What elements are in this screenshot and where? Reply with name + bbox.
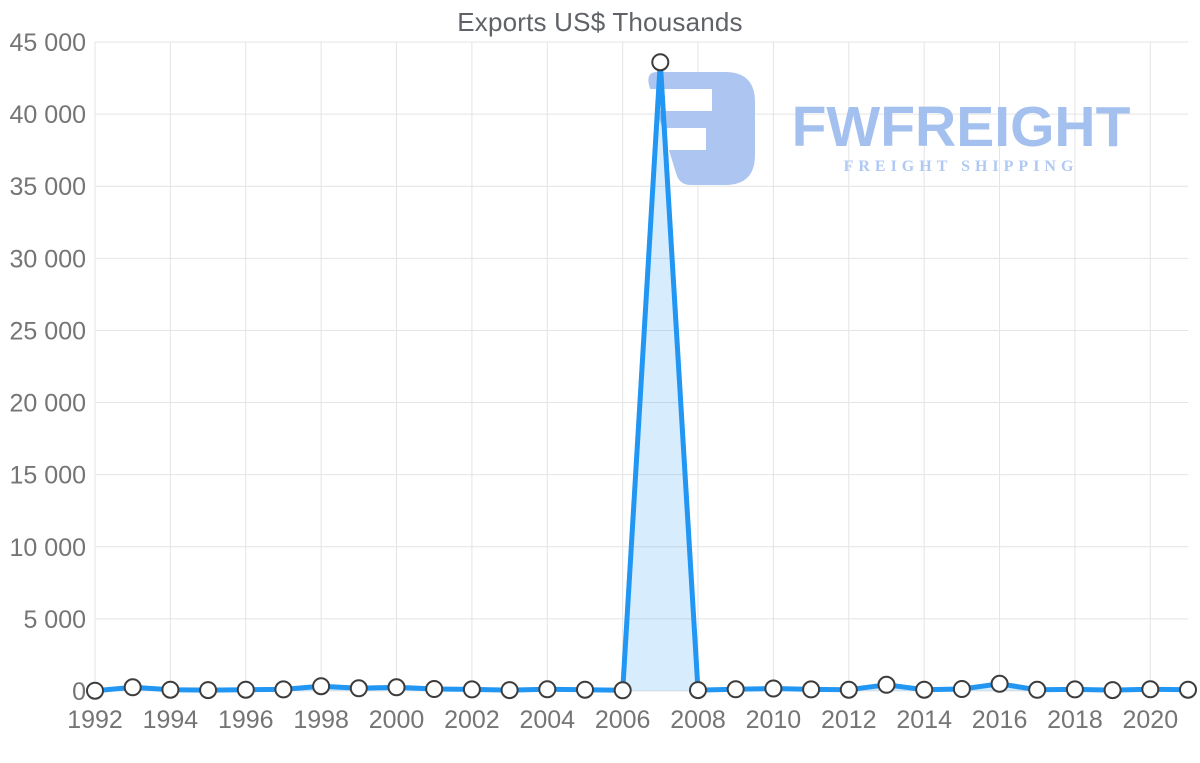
data-point-2001[interactable]	[425, 680, 444, 698]
data-point-2007[interactable]	[651, 53, 670, 72]
data-point-2017[interactable]	[1028, 680, 1047, 699]
x-axis-tick-label: 2016	[972, 706, 1028, 734]
x-axis-tick-label: 2014	[896, 706, 952, 734]
data-point-1994[interactable]	[161, 680, 180, 699]
x-axis-tick-label: 2004	[519, 706, 575, 734]
data-point-2006[interactable]	[613, 681, 632, 700]
x-axis-tick-label: 2000	[369, 706, 425, 734]
data-point-2003[interactable]	[500, 681, 519, 700]
data-point-1992[interactable]	[86, 681, 104, 700]
watermark: FWFREIGHT FREIGHT SHIPPING	[643, 72, 1163, 192]
data-point-2021[interactable]	[1179, 680, 1197, 699]
data-point-2004[interactable]	[538, 680, 557, 699]
data-point-2019[interactable]	[1103, 681, 1122, 700]
x-axis-tick-label: 1996	[218, 706, 274, 734]
y-axis-tick-label: 25 000	[10, 317, 86, 345]
data-point-1999[interactable]	[349, 679, 368, 698]
x-axis-tick-label: 2008	[670, 706, 726, 734]
data-point-1997[interactable]	[274, 680, 293, 699]
data-point-2013[interactable]	[877, 675, 896, 694]
data-point-2015[interactable]	[952, 680, 971, 698]
x-axis-tick-label: 1994	[143, 706, 199, 734]
data-point-2018[interactable]	[1065, 680, 1084, 699]
data-point-2000[interactable]	[387, 678, 406, 697]
x-axis-tick-label: 2012	[821, 706, 877, 734]
y-axis-tick-label: 45 000	[10, 29, 86, 57]
x-axis-tick-label: 1992	[67, 706, 123, 734]
watermark-brand-text: FWFREIGHT	[791, 95, 1131, 159]
x-axis-tick-label: 1998	[293, 706, 349, 734]
y-axis-tick-label: 0	[72, 678, 86, 706]
x-axis-tick-label: 2002	[444, 706, 500, 734]
x-axis-tick-label: 2006	[595, 706, 651, 734]
data-point-2002[interactable]	[462, 680, 481, 699]
freight-logo-icon	[648, 72, 755, 185]
data-point-2014[interactable]	[915, 680, 934, 699]
y-axis-tick-label: 20 000	[10, 390, 86, 418]
y-axis-tick-label: 5 000	[23, 606, 86, 634]
x-axis-tick-label: 2018	[1047, 706, 1103, 734]
x-axis-tick-label: 2010	[746, 706, 802, 734]
data-point-2009[interactable]	[726, 680, 745, 699]
y-axis-tick-label: 10 000	[10, 534, 86, 562]
chart-title: Exports US$ Thousands	[457, 7, 743, 37]
data-point-2005[interactable]	[576, 680, 594, 699]
data-point-2012[interactable]	[839, 680, 858, 699]
x-axis-tick-label: 2020	[1122, 706, 1178, 734]
data-point-2011[interactable]	[802, 680, 821, 699]
data-point-2010[interactable]	[764, 679, 783, 698]
y-axis-tick-label: 35 000	[10, 173, 86, 201]
y-axis-tick-label: 40 000	[10, 101, 86, 129]
y-axis-tick-label: 30 000	[10, 245, 86, 273]
data-point-1995[interactable]	[199, 681, 218, 700]
watermark-tagline-text: FREIGHT SHIPPING	[843, 158, 1079, 175]
data-point-2020[interactable]	[1141, 680, 1160, 699]
data-point-2016[interactable]	[990, 674, 1009, 693]
y-axis-tick-label: 15 000	[10, 462, 86, 490]
data-point-2008[interactable]	[689, 681, 707, 700]
data-point-1996[interactable]	[236, 680, 255, 699]
data-point-1993[interactable]	[123, 678, 142, 697]
data-point-1998[interactable]	[312, 677, 331, 696]
